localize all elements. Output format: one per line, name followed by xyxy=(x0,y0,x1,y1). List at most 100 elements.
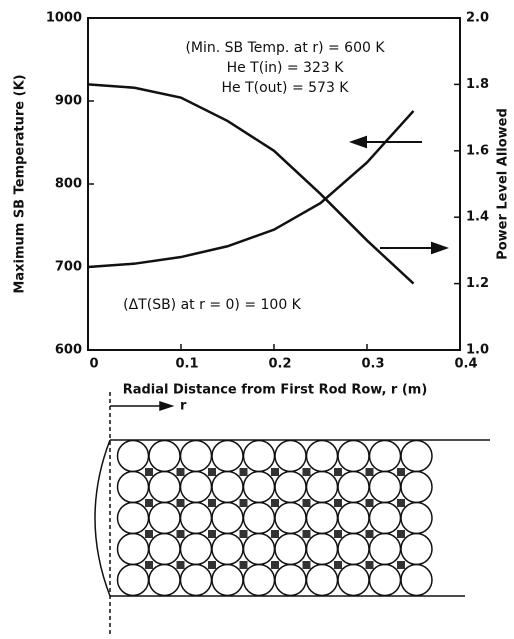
rod xyxy=(400,501,433,535)
spacer xyxy=(176,530,185,538)
r-arrowhead xyxy=(159,400,175,412)
spacer xyxy=(145,561,153,569)
spacer xyxy=(239,561,248,569)
y-tick-label: 900 xyxy=(55,94,82,109)
annotation: He T(in) = 323 K xyxy=(227,60,345,76)
spacer xyxy=(365,561,374,569)
rod xyxy=(211,439,244,473)
y-tick-label: 800 xyxy=(55,177,82,192)
rod xyxy=(179,532,213,566)
spacer xyxy=(365,530,374,538)
rod xyxy=(148,470,181,504)
spacer xyxy=(271,499,279,507)
left-wall xyxy=(94,439,111,597)
annotation: (Min. SB Temp. at r) = 600 K xyxy=(185,40,385,56)
rod xyxy=(179,439,213,473)
data-line xyxy=(87,110,415,269)
rod xyxy=(305,501,339,535)
rod xyxy=(337,532,370,566)
rod xyxy=(242,439,276,473)
spacer xyxy=(176,468,185,476)
spacer xyxy=(397,499,405,507)
y-tick-label: 1000 xyxy=(46,11,82,26)
rod xyxy=(148,563,181,597)
spacer xyxy=(365,468,374,476)
rod xyxy=(116,470,150,504)
diagram-label: r xyxy=(180,399,187,414)
x-tick-label: 0.1 xyxy=(175,357,198,372)
x-tick-label: 0.2 xyxy=(268,357,291,372)
spacer xyxy=(208,468,216,476)
rod xyxy=(211,501,244,535)
rod xyxy=(368,501,402,535)
rod xyxy=(116,532,150,566)
spacer xyxy=(145,468,153,476)
spacer xyxy=(176,561,185,569)
spacer xyxy=(239,468,248,476)
spacer xyxy=(208,530,216,538)
spacer xyxy=(145,530,153,538)
spacer xyxy=(397,530,405,538)
spacer xyxy=(365,499,374,507)
rod xyxy=(368,439,402,473)
rod xyxy=(305,563,339,597)
rod xyxy=(337,470,370,504)
data-line xyxy=(87,83,415,285)
rod xyxy=(368,563,402,597)
y-tick-label: 700 xyxy=(55,260,82,275)
rod xyxy=(400,439,433,473)
spacer xyxy=(271,530,279,538)
spacer xyxy=(334,530,342,538)
spacer xyxy=(271,468,279,476)
x-axis-label: Radial Distance from First Rod Row, r (m… xyxy=(123,383,428,398)
rod xyxy=(368,532,402,566)
rod xyxy=(116,501,150,535)
rod-diagram xyxy=(94,392,490,636)
rod xyxy=(148,501,181,535)
spacer xyxy=(334,499,342,507)
rod xyxy=(337,563,370,597)
spacer xyxy=(302,468,311,476)
rod xyxy=(305,439,339,473)
rod xyxy=(148,439,181,473)
spacer xyxy=(334,561,342,569)
rod xyxy=(274,439,307,473)
rod xyxy=(274,563,307,597)
rod xyxy=(274,501,307,535)
rod xyxy=(179,470,213,504)
rod xyxy=(179,501,213,535)
rod xyxy=(337,501,370,535)
rod xyxy=(305,470,339,504)
spacer xyxy=(397,468,405,476)
rod xyxy=(116,563,150,597)
spacer xyxy=(334,468,342,476)
y-axis-label: Maximum SB Temperature (K) xyxy=(13,74,28,293)
rod xyxy=(179,563,213,597)
spacer xyxy=(302,530,311,538)
annotation: He T(out) = 573 K xyxy=(222,80,350,96)
right-arrow xyxy=(380,241,449,255)
y2-tick-label: 1.0 xyxy=(466,343,489,358)
x-tick-label: 0.3 xyxy=(361,357,384,372)
spacer xyxy=(302,561,311,569)
rod xyxy=(148,532,181,566)
rod xyxy=(368,470,402,504)
x-tick-label: 0 xyxy=(89,357,98,372)
spacer xyxy=(397,561,405,569)
y2-tick-label: 2.0 xyxy=(466,11,489,26)
spacer xyxy=(145,499,153,507)
spacer xyxy=(208,499,216,507)
spacer xyxy=(176,499,185,507)
y2-tick-label: 1.8 xyxy=(466,77,489,92)
rod xyxy=(400,532,433,566)
rod xyxy=(116,439,150,473)
rod xyxy=(400,563,433,597)
rod xyxy=(242,532,276,566)
annotation: (ΔT(SB) at r = 0) = 100 K xyxy=(123,297,302,313)
rod xyxy=(274,532,307,566)
spacer xyxy=(239,530,248,538)
y2-axis-label: Power Level Allowed xyxy=(496,108,511,260)
spacer xyxy=(239,499,248,507)
left-arrow xyxy=(349,135,422,149)
